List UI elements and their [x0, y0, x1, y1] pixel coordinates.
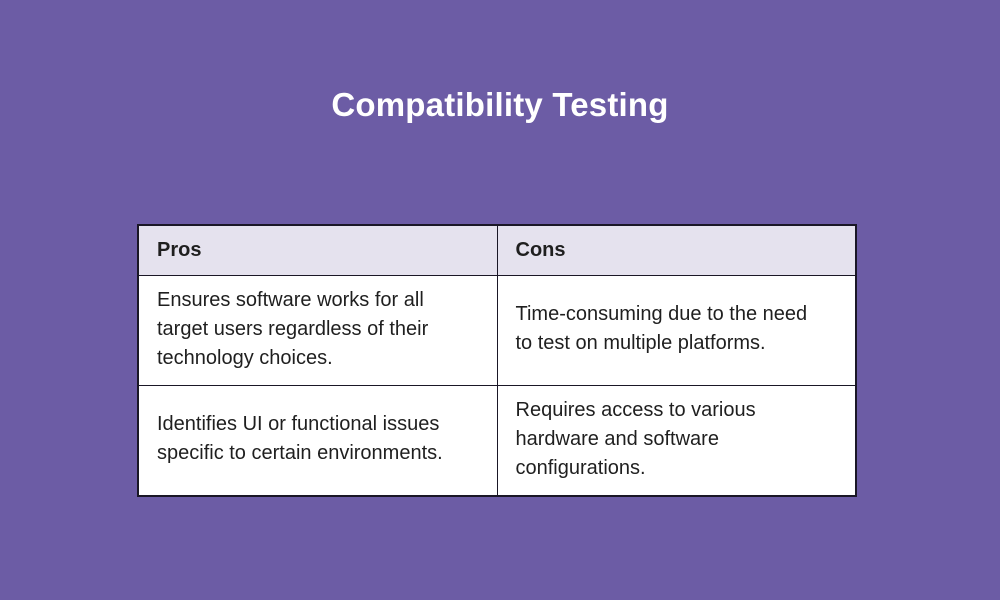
pros-cell: Ensures software works for all target us…	[137, 274, 498, 386]
page-title: Compatibility Testing	[331, 86, 669, 123]
cons-cell: Time-consuming due to the need to test o…	[496, 274, 857, 386]
table-row: Identifies UI or functional issues speci…	[137, 384, 857, 496]
table-header-row: Pros Cons	[137, 224, 857, 276]
column-header-pros: Pros	[137, 224, 498, 276]
pros-cell: Identifies UI or functional issues speci…	[137, 384, 498, 496]
pros-cons-table: Pros Cons Ensures software works for all…	[137, 224, 857, 497]
table-row: Ensures software works for all target us…	[137, 274, 857, 386]
cons-cell: Requires access to various hardware and …	[496, 384, 857, 496]
column-header-cons: Cons	[496, 224, 857, 276]
